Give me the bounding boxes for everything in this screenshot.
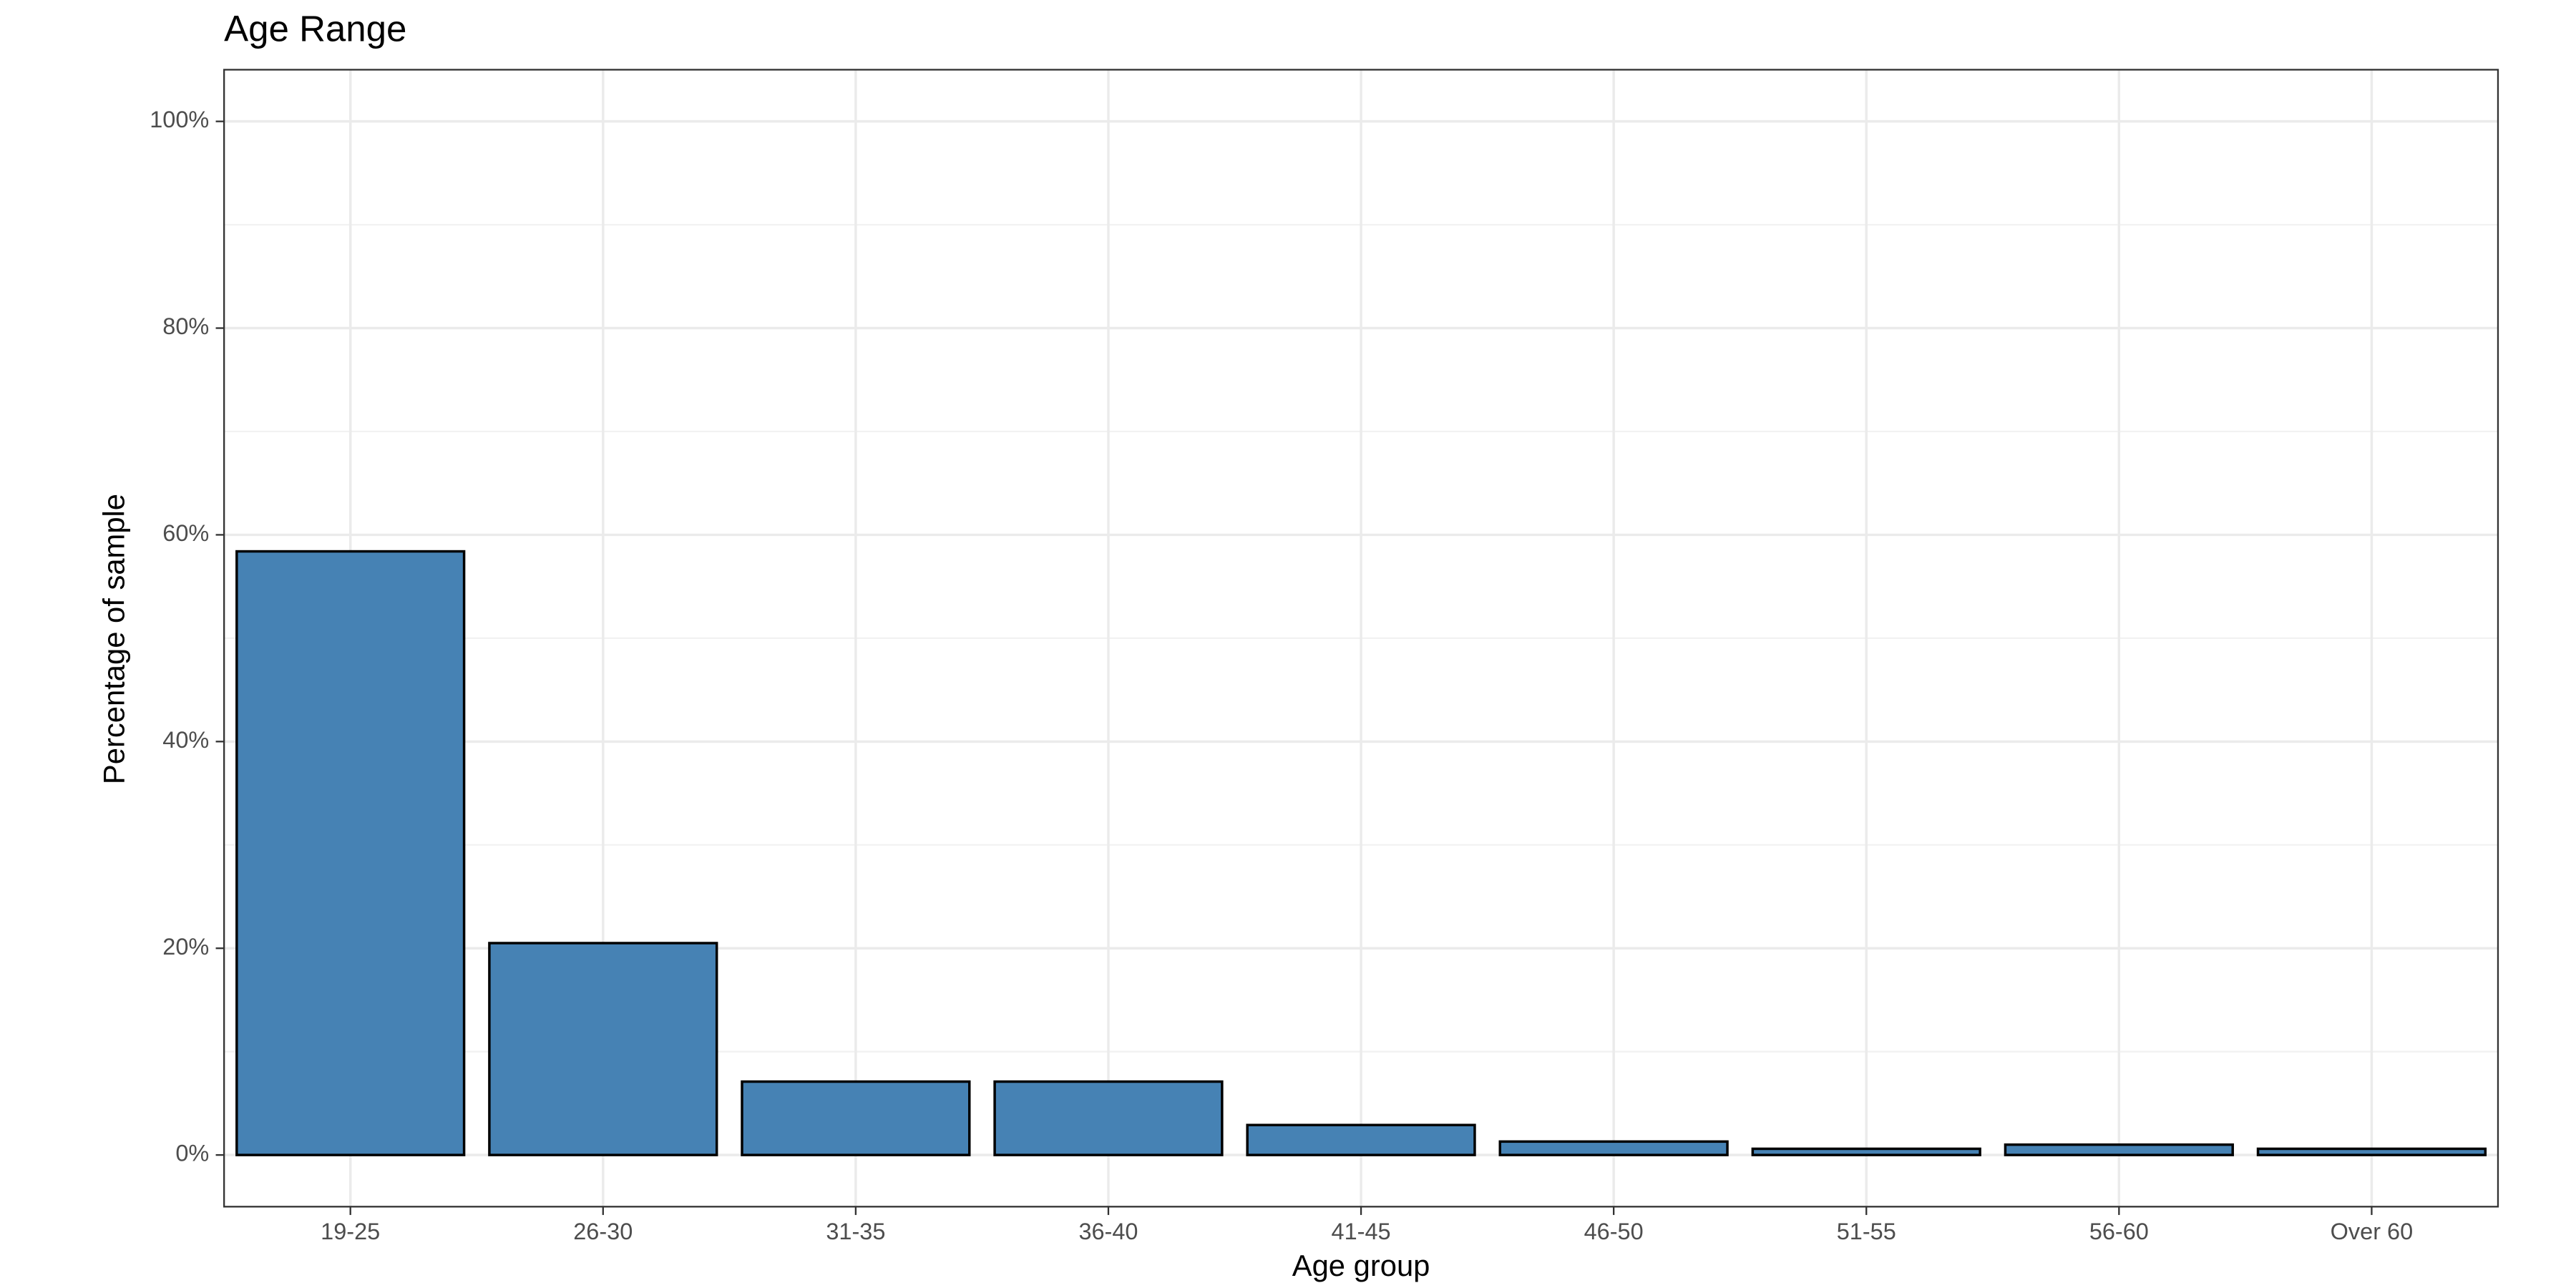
x-tick-label: 41-45 [1332, 1219, 1391, 1244]
bar [2256, 1147, 2487, 1156]
bar [1751, 1147, 1981, 1156]
x-tick-label: 26-30 [573, 1219, 633, 1244]
x-tick-label: 51-55 [1837, 1219, 1896, 1244]
x-tick-label: 31-35 [826, 1219, 885, 1244]
bar [488, 942, 718, 1156]
chart-title: Age Range [224, 9, 406, 49]
bar [1498, 1140, 1729, 1156]
bar [1246, 1123, 1476, 1156]
x-tick-label: 36-40 [1078, 1219, 1138, 1244]
y-tick-label: 0% [175, 1141, 209, 1166]
y-tick-label: 80% [162, 313, 209, 339]
bar [235, 550, 466, 1156]
plot-border [223, 69, 2499, 1208]
bar [741, 1080, 971, 1156]
x-axis-title: Age group [1292, 1249, 1430, 1282]
y-tick-label: 100% [150, 107, 209, 132]
x-tick-label: Over 60 [2331, 1219, 2414, 1244]
y-tick-label: 40% [162, 727, 209, 753]
y-tick-label: 20% [162, 934, 209, 960]
x-tick-label: 56-60 [2089, 1219, 2149, 1244]
y-axis-title: Percentage of sample [97, 494, 130, 784]
y-tick-label: 60% [162, 520, 209, 546]
bar [2004, 1143, 2234, 1156]
x-tick-label: 19-25 [321, 1219, 380, 1244]
x-tick-label: 46-50 [1584, 1219, 1644, 1244]
bar [993, 1080, 1224, 1156]
